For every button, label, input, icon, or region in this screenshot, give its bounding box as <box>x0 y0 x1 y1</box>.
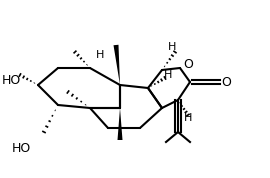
Text: H: H <box>184 113 192 123</box>
Polygon shape <box>117 108 123 140</box>
Polygon shape <box>113 45 120 85</box>
Text: H: H <box>164 70 172 80</box>
Text: HO: HO <box>12 142 31 155</box>
Text: H: H <box>96 50 104 60</box>
Text: HO: HO <box>2 74 21 87</box>
Text: O: O <box>183 59 193 72</box>
Text: O: O <box>221 75 231 88</box>
Text: H: H <box>168 42 176 52</box>
